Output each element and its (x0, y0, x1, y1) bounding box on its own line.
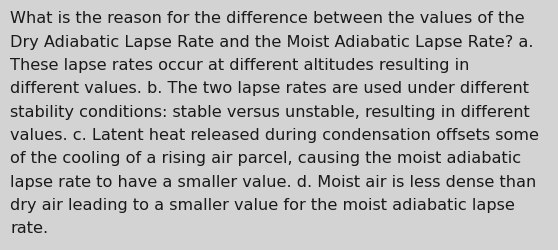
Text: different values. b. The two lapse rates are used under different: different values. b. The two lapse rates… (10, 81, 529, 96)
Text: lapse rate to have a smaller value. d. Moist air is less dense than: lapse rate to have a smaller value. d. M… (10, 174, 536, 189)
Text: stability conditions: stable versus unstable, resulting in different: stability conditions: stable versus unst… (10, 104, 530, 119)
Text: values. c. Latent heat released during condensation offsets some: values. c. Latent heat released during c… (10, 128, 539, 142)
Text: dry air leading to a smaller value for the moist adiabatic lapse: dry air leading to a smaller value for t… (10, 197, 515, 212)
Text: Dry Adiabatic Lapse Rate and the Moist Adiabatic Lapse Rate? a.: Dry Adiabatic Lapse Rate and the Moist A… (10, 34, 533, 50)
Text: What is the reason for the difference between the values of the: What is the reason for the difference be… (10, 11, 525, 26)
Text: These lapse rates occur at different altitudes resulting in: These lapse rates occur at different alt… (10, 58, 469, 73)
Text: of the cooling of a rising air parcel, causing the moist adiabatic: of the cooling of a rising air parcel, c… (10, 151, 521, 166)
Text: rate.: rate. (10, 220, 48, 236)
